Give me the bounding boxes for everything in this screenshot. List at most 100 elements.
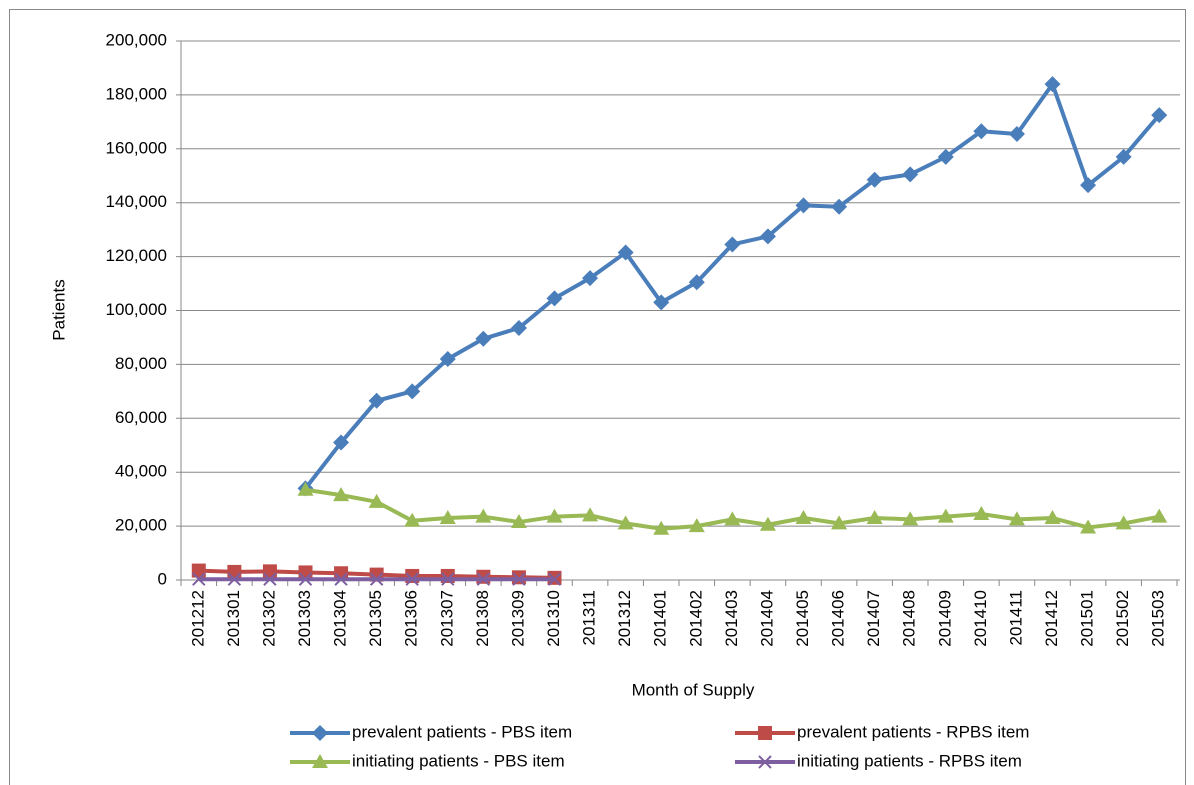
marker bbox=[902, 511, 919, 526]
marker bbox=[1115, 515, 1132, 530]
marker bbox=[439, 351, 456, 368]
x-tick-label: 201403 bbox=[722, 590, 741, 647]
x-tick-label: 201405 bbox=[793, 590, 812, 647]
marker bbox=[512, 572, 526, 586]
x-tick-label: 201503 bbox=[1149, 590, 1168, 647]
marker bbox=[227, 572, 242, 586]
marker bbox=[297, 481, 314, 496]
marker bbox=[759, 516, 776, 531]
y-tick-label: 180,000 bbox=[106, 84, 167, 103]
marker bbox=[831, 515, 848, 530]
x-axis-title: Month of Supply bbox=[632, 680, 755, 699]
marker bbox=[312, 754, 328, 768]
marker bbox=[475, 330, 492, 347]
y-tick-label: 100,000 bbox=[106, 300, 167, 319]
marker bbox=[369, 572, 384, 586]
chart-frame bbox=[9, 9, 1186, 785]
marker bbox=[795, 197, 812, 214]
marker bbox=[1080, 519, 1097, 534]
marker bbox=[227, 564, 242, 579]
marker bbox=[866, 171, 883, 188]
marker bbox=[795, 510, 812, 525]
marker bbox=[368, 392, 385, 409]
x-tick-label: 201212 bbox=[188, 590, 207, 647]
marker bbox=[298, 572, 313, 586]
marker bbox=[476, 569, 491, 584]
marker bbox=[312, 725, 328, 741]
y-tick-label: 20,000 bbox=[115, 516, 167, 535]
x-tick-label: 201404 bbox=[757, 590, 776, 647]
y-tick-label: 0 bbox=[158, 569, 167, 588]
marker bbox=[1115, 148, 1132, 165]
marker bbox=[263, 572, 277, 586]
x-tick-label: 201307 bbox=[437, 590, 456, 647]
marker bbox=[368, 493, 385, 508]
x-tick-label: 201502 bbox=[1113, 590, 1132, 647]
x-tick-label: 201310 bbox=[544, 590, 563, 647]
marker bbox=[1151, 508, 1168, 523]
marker bbox=[582, 507, 599, 522]
x-tick-label: 201406 bbox=[829, 590, 848, 647]
marker bbox=[758, 726, 772, 740]
marker bbox=[1080, 177, 1097, 194]
marker bbox=[405, 572, 419, 586]
y-tick-label: 200,000 bbox=[106, 30, 167, 49]
legend-label: initiating patients - RPBS item bbox=[797, 751, 1022, 770]
marker bbox=[582, 270, 599, 287]
marker bbox=[724, 511, 741, 526]
marker bbox=[191, 563, 206, 578]
x-tick-label: 201301 bbox=[224, 590, 243, 647]
marker bbox=[653, 520, 670, 535]
marker bbox=[439, 510, 456, 525]
marker bbox=[937, 508, 954, 523]
y-tick-label: 120,000 bbox=[106, 246, 167, 265]
x-tick-label: 201402 bbox=[686, 590, 705, 647]
x-tick-label: 201303 bbox=[295, 590, 314, 647]
marker bbox=[546, 508, 563, 523]
marker bbox=[334, 572, 348, 586]
legend-label: initiating patients - PBS item bbox=[352, 751, 565, 770]
y-axis-title: Patients bbox=[49, 279, 68, 340]
marker bbox=[262, 564, 277, 579]
y-tick-label: 60,000 bbox=[115, 408, 167, 427]
y-tick-label: 80,000 bbox=[115, 354, 167, 373]
marker bbox=[333, 487, 350, 502]
marker bbox=[1008, 125, 1025, 142]
x-tick-label: 201411 bbox=[1006, 590, 1025, 645]
x-tick-label: 201311 bbox=[580, 590, 599, 645]
marker bbox=[653, 294, 670, 311]
series-line bbox=[303, 82, 1161, 490]
marker bbox=[1044, 510, 1061, 525]
x-tick-label: 201302 bbox=[259, 590, 278, 647]
y-tick-label: 140,000 bbox=[106, 192, 167, 211]
x-tick-label: 201309 bbox=[508, 590, 527, 647]
marker bbox=[973, 123, 990, 140]
x-tick-label: 201305 bbox=[366, 590, 385, 647]
x-tick-label: 201407 bbox=[864, 590, 883, 647]
legend-label: prevalent patients - RPBS item bbox=[797, 722, 1029, 741]
marker bbox=[973, 505, 990, 520]
marker bbox=[688, 518, 705, 533]
marker bbox=[724, 236, 741, 253]
x-tick-label: 201306 bbox=[402, 590, 421, 647]
x-tick-label: 201312 bbox=[615, 590, 634, 647]
marker bbox=[441, 572, 455, 586]
x-tick-label: 201401 bbox=[651, 590, 670, 647]
marker bbox=[333, 434, 350, 451]
marker bbox=[547, 572, 562, 586]
x-tick-label: 201304 bbox=[331, 590, 350, 647]
x-tick-label: 201308 bbox=[473, 590, 492, 647]
y-tick-label: 160,000 bbox=[106, 138, 167, 157]
x-tick-label: 201409 bbox=[935, 590, 954, 647]
marker bbox=[902, 166, 919, 183]
marker bbox=[688, 274, 705, 291]
marker bbox=[476, 572, 491, 586]
marker bbox=[617, 515, 634, 530]
marker bbox=[617, 244, 634, 261]
marker bbox=[546, 290, 563, 307]
marker bbox=[866, 510, 883, 525]
x-tick-label: 201501 bbox=[1078, 590, 1097, 647]
marker bbox=[1008, 511, 1025, 526]
marker bbox=[475, 508, 492, 523]
